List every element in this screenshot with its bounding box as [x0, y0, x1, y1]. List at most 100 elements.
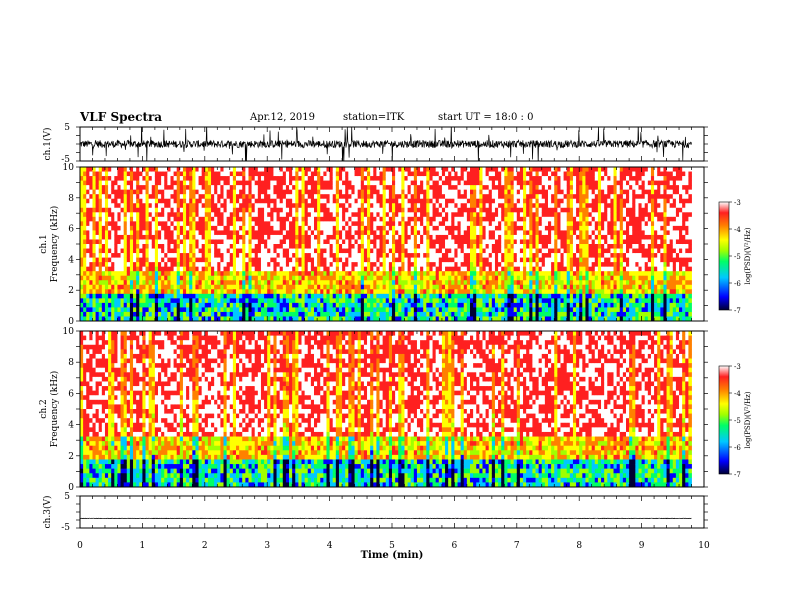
spectrogram-cell	[373, 266, 377, 272]
spectrogram-cell	[139, 244, 143, 249]
spectrogram-cell	[504, 239, 508, 245]
spectrogram-cell	[445, 176, 449, 181]
spectrogram-cell	[232, 185, 237, 191]
spectrogram-cell	[167, 176, 171, 181]
spectrogram-cell	[289, 262, 293, 268]
spectrogram-cell	[111, 248, 115, 254]
spectrogram-cell	[354, 189, 359, 195]
spectrogram-cell	[170, 180, 174, 186]
spectrogram-cell	[457, 189, 462, 195]
spectrogram-cell	[354, 239, 359, 245]
spectrogram-cell	[323, 203, 327, 209]
spectrogram-cell	[204, 253, 209, 258]
spectrogram-cell	[498, 293, 502, 299]
spectrogram-cell	[432, 234, 437, 240]
spectrogram-cell	[273, 212, 277, 218]
spectrogram-cell	[279, 284, 284, 290]
spectrogram-cell	[201, 271, 206, 277]
spectrogram-cell	[413, 253, 418, 258]
spectrogram-cell	[376, 230, 380, 236]
spectrogram-cell	[504, 225, 508, 231]
spectrogram-cell	[488, 167, 493, 172]
spectrogram-cell	[395, 266, 399, 272]
spectrogram-cell	[164, 234, 168, 240]
spectrogram-cell	[351, 203, 355, 209]
spectrogram-cell	[441, 225, 446, 231]
spectrogram-cell	[510, 289, 515, 295]
spectrogram-cell	[476, 311, 480, 317]
spectrogram-cell	[260, 262, 265, 268]
spectrogram-cell	[204, 207, 209, 213]
spectrogram-cell	[226, 311, 231, 317]
spectrogram-cell	[114, 221, 118, 227]
spectrogram-cell	[214, 221, 218, 227]
spectrogram-cell	[314, 298, 318, 304]
spectrogram-cell	[123, 289, 128, 295]
spectrogram-cell	[123, 207, 128, 213]
spectrogram-cell	[80, 198, 84, 204]
spectrogram-cell	[482, 239, 486, 245]
spectrogram-cell	[217, 239, 221, 245]
spectrogram-cell	[301, 234, 306, 240]
spectrogram-cell	[214, 253, 218, 258]
spectrogram-cell	[373, 189, 377, 195]
spectrogram-cell	[382, 225, 387, 231]
spectrogram-cell	[211, 293, 215, 299]
spectrogram-cell	[457, 262, 462, 268]
spectrogram-cell	[317, 212, 321, 218]
spectrogram-cell	[123, 271, 128, 277]
spectrogram-cell	[273, 298, 277, 304]
spectrogram-cell	[516, 171, 521, 177]
spectrogram-cell	[111, 257, 115, 263]
spectrogram-cell	[432, 171, 437, 177]
spectrogram-cell	[108, 280, 112, 286]
spectrogram-cell	[304, 221, 309, 227]
spectrogram-cell	[214, 230, 218, 236]
spectrogram-cell	[136, 198, 140, 204]
spectrogram-cell	[376, 225, 380, 231]
spectrogram-cell	[301, 239, 306, 245]
spectrogram-cell	[348, 225, 352, 231]
spectrogram-cell	[98, 257, 103, 263]
spectrogram-cell	[170, 316, 174, 322]
spectrogram-cell	[376, 198, 380, 204]
spectrogram-cell	[470, 167, 474, 172]
spectrogram-cell	[111, 171, 115, 177]
spectrogram-cell	[463, 234, 468, 240]
spectrogram-cell	[401, 302, 405, 308]
spectrogram-cell	[260, 284, 265, 290]
spectrogram-cell	[304, 248, 309, 254]
spectrogram-cell	[151, 284, 156, 290]
spectrogram-cell	[83, 316, 87, 322]
spectrogram-cell	[161, 302, 165, 308]
spectrogram-cell	[320, 194, 324, 200]
spectrogram-cell	[161, 311, 165, 317]
spectrogram-cell	[101, 198, 106, 204]
spectrogram-cell	[457, 239, 462, 245]
spectrogram-cell	[285, 311, 290, 317]
spectrogram-cell	[129, 262, 134, 268]
spectrogram-cell	[314, 216, 318, 222]
spectrogram-cell	[248, 234, 252, 240]
spectrogram-cell	[248, 257, 252, 263]
spectrogram-cell	[289, 311, 293, 317]
spectrogram-cell	[370, 262, 374, 268]
spectrogram-cell	[332, 221, 337, 227]
spectrogram-cell	[239, 185, 243, 191]
spectrogram-cell	[314, 293, 318, 299]
spectrogram-cell	[445, 225, 449, 231]
spectrogram-cell	[295, 302, 299, 308]
spectrogram-cell	[351, 221, 355, 227]
spectrogram-cell	[229, 239, 234, 245]
spectrogram-cell	[151, 316, 156, 322]
spectrogram-cell	[432, 212, 437, 218]
spectrogram-cell	[320, 257, 324, 263]
spectrogram-cell	[501, 266, 505, 272]
spectrogram-cell	[392, 262, 396, 268]
spectrogram-cell	[92, 180, 96, 186]
spectrogram-cell	[195, 289, 199, 295]
spectrogram-cell	[513, 198, 518, 204]
spectrogram-cell	[298, 271, 302, 277]
spectrogram-cell	[104, 216, 109, 222]
spectrogram-cell	[504, 289, 508, 295]
